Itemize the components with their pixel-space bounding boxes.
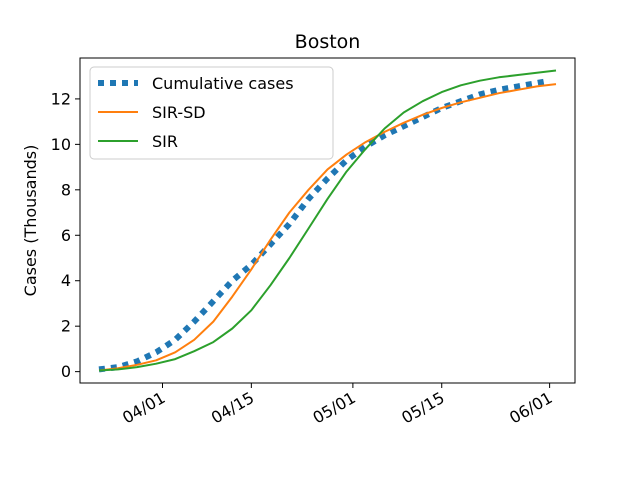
chart-title: Boston <box>295 31 361 53</box>
y-tick-label: 10 <box>51 135 71 154</box>
x-tick-label: 05/15 <box>398 388 447 428</box>
y-tick-label: 6 <box>61 226 71 245</box>
y-tick-label: 12 <box>51 89 71 108</box>
y-axis-title: Cases (Thousands) <box>21 145 40 297</box>
series-layer <box>98 69 557 373</box>
x-tick-label: 06/01 <box>506 388 555 428</box>
x-tick-label: 05/01 <box>309 388 358 428</box>
legend-label-0: Cumulative cases <box>152 74 294 93</box>
series-line-2 <box>98 69 557 372</box>
series-line-1 <box>98 83 557 372</box>
plot-frame <box>79 57 576 384</box>
x-tick-label: 04/01 <box>119 388 168 428</box>
y-tick-label: 2 <box>61 317 71 336</box>
legend-label-2: SIR <box>152 132 178 151</box>
legend: Cumulative cases SIR-SD SIR <box>89 66 334 160</box>
y-tick-label: 4 <box>61 271 71 290</box>
series-line-0 <box>98 77 551 373</box>
y-tick-label: 0 <box>61 362 71 381</box>
y-tick-label: 8 <box>61 180 71 199</box>
x-tick-label: 04/15 <box>208 388 257 428</box>
legend-label-1: SIR-SD <box>152 103 206 122</box>
legend-box <box>89 66 334 160</box>
